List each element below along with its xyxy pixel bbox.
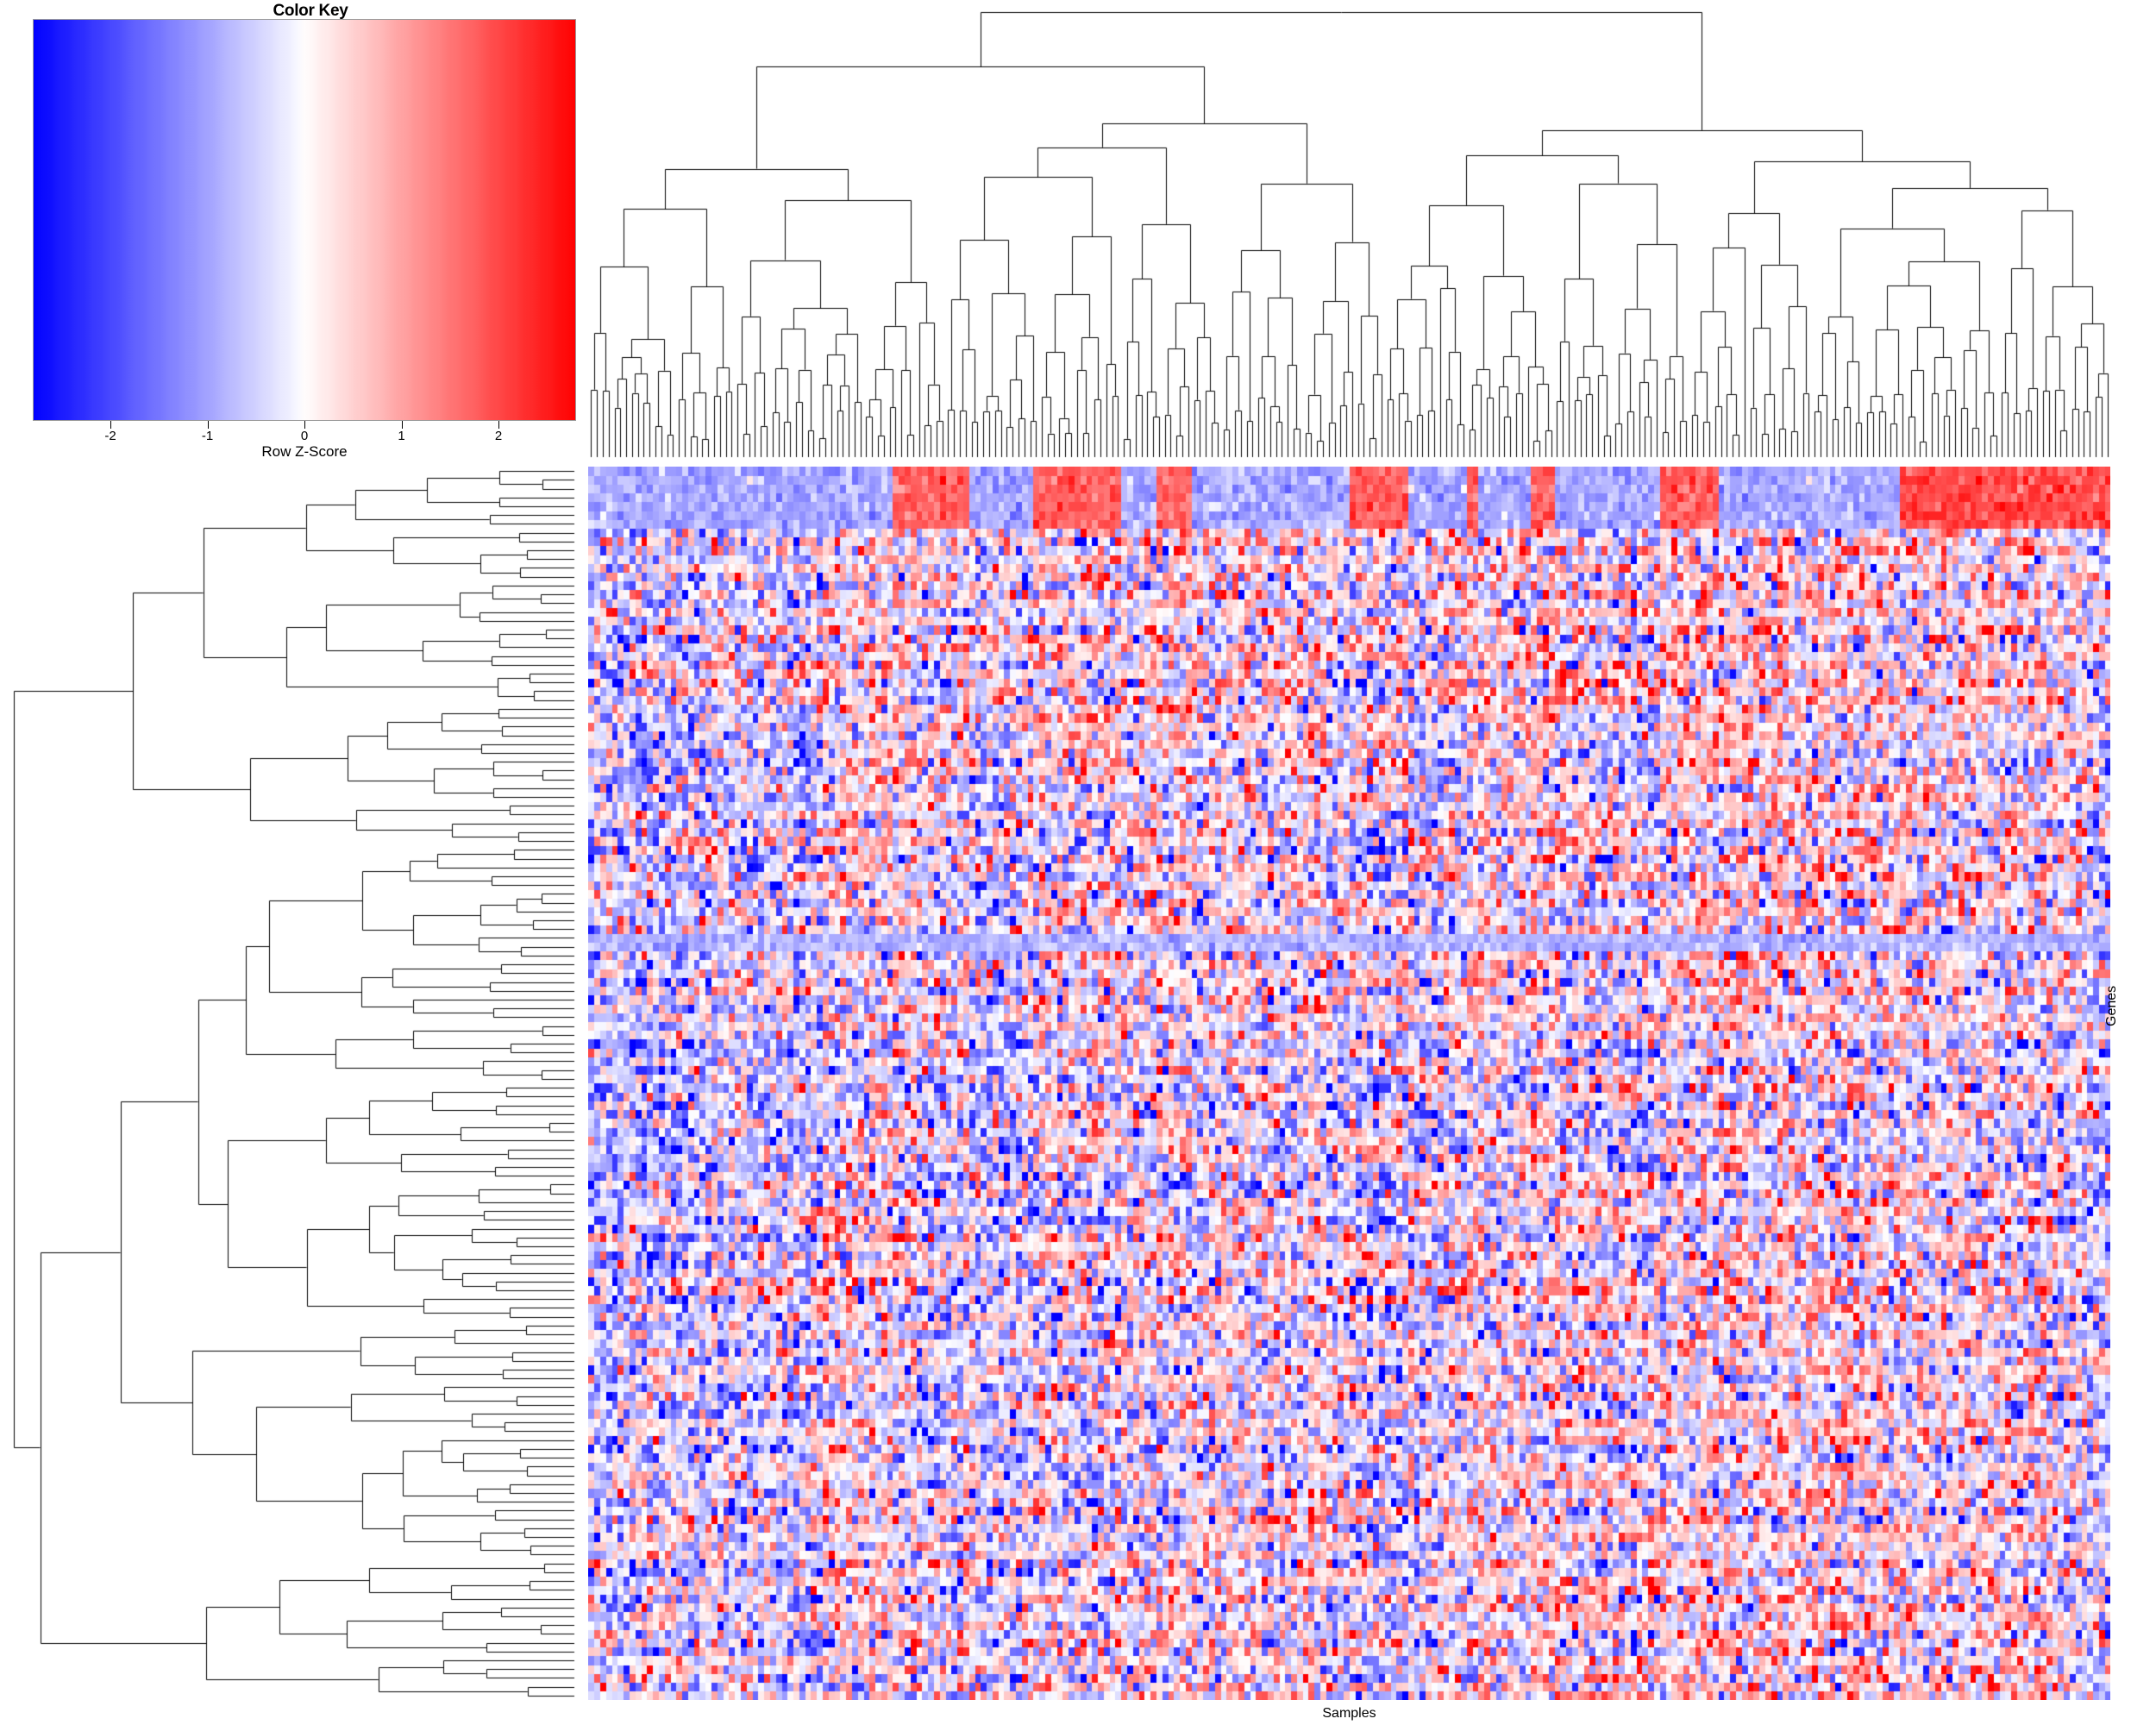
color-key-axis (33, 421, 576, 433)
color-key-tick-label: -1 (201, 429, 214, 443)
row-dendrogram (7, 467, 576, 1700)
color-key-tick-label: -2 (104, 429, 116, 443)
color-key-gradient (33, 19, 576, 421)
color-key-tick (304, 421, 305, 429)
heatmap-matrix (588, 467, 2110, 1700)
color-key-tick-label: 2 (494, 429, 503, 443)
color-key-tick (110, 421, 111, 429)
color-key-tick (498, 421, 499, 429)
color-key-tick-labels: -2 -1 0 1 2 (33, 429, 576, 446)
color-key-tick (207, 421, 209, 429)
color-key-panel: Color Key -2 -1 0 1 2 Row Z-Score (0, 0, 586, 466)
color-key-tick-label: 0 (300, 429, 309, 443)
color-key-title: Color Key (273, 2, 348, 20)
color-key-axis-label: Row Z-Score (261, 443, 348, 460)
color-key-tick-label: 1 (398, 429, 405, 443)
x-axis-title: Samples (1322, 1706, 1376, 1721)
color-key-tick (401, 421, 403, 429)
y-axis-title: Genes (2104, 985, 2119, 1026)
column-dendrogram (588, 5, 2110, 462)
